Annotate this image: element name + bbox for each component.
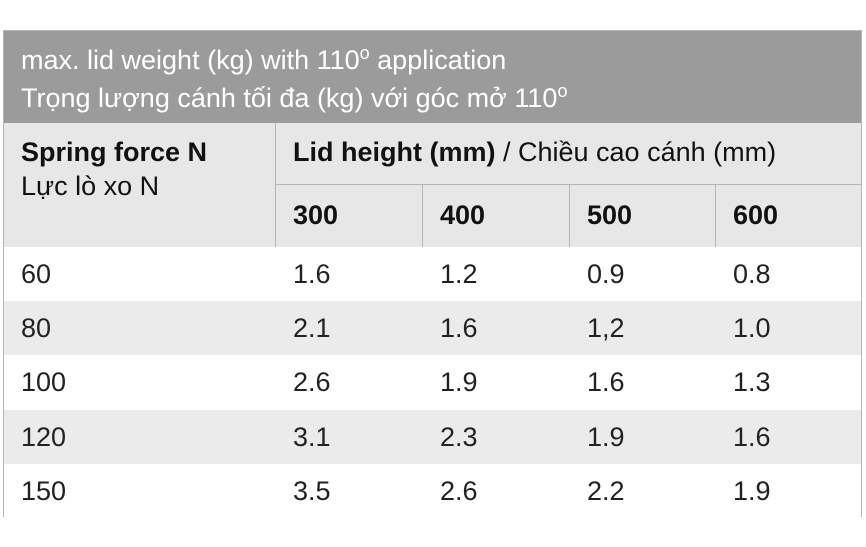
corner-header: Spring force N Lực lò xo N bbox=[4, 123, 276, 247]
table-cell: 1.3 bbox=[733, 367, 771, 398]
column-header: 600 bbox=[716, 185, 861, 247]
column-header: 500 bbox=[570, 185, 716, 247]
table-row bbox=[4, 301, 861, 356]
table-cell: 3.5 bbox=[293, 475, 331, 506]
table-cell: 120 bbox=[21, 421, 67, 452]
table-row bbox=[4, 409, 861, 464]
header-text: Lid height (mm) bbox=[293, 137, 496, 167]
table-cell: 2.1 bbox=[293, 313, 331, 344]
table-cell: 2.2 bbox=[587, 475, 625, 506]
header-text: Spring force N bbox=[21, 137, 208, 167]
table-cell: 2.6 bbox=[293, 367, 331, 398]
table-cell: 1.6 bbox=[293, 259, 331, 289]
table-cell: 2.3 bbox=[440, 421, 478, 452]
table-cell: 1.9 bbox=[587, 421, 625, 452]
table-row bbox=[4, 247, 861, 302]
table-cell: 1.6 bbox=[587, 367, 625, 398]
table-row bbox=[4, 463, 861, 518]
table-cell: 1,2 bbox=[587, 313, 625, 344]
superscript: o bbox=[557, 81, 568, 101]
table-cell: 1.6 bbox=[440, 313, 478, 344]
table-cell: 1.6 bbox=[733, 421, 771, 452]
table-cell: 1.9 bbox=[440, 367, 478, 398]
table-title: max. lid weight (kg) with 110o applicati… bbox=[4, 31, 861, 123]
table-row bbox=[4, 355, 861, 410]
header-subtext: Lực lò xo N bbox=[21, 171, 160, 201]
header-subtext: / Chiều cao cánh (mm) bbox=[495, 137, 777, 167]
title-text: max. lid weight (kg) with 110 bbox=[21, 45, 360, 75]
title-line: max. lid weight (kg) with 110o applicati… bbox=[21, 41, 861, 79]
table-cell: 100 bbox=[21, 367, 67, 398]
table-cell: 0.9 bbox=[587, 259, 625, 289]
table-cell: 0.8 bbox=[733, 259, 771, 289]
superscript: o bbox=[359, 43, 370, 63]
table-cell: 150 bbox=[21, 475, 67, 506]
title-line: Trọng lượng cánh tối đa (kg) với góc mở … bbox=[21, 79, 861, 117]
table-cell: 1.0 bbox=[733, 313, 771, 344]
table-cell: 1.9 bbox=[733, 475, 771, 506]
table-cell: 60 bbox=[21, 259, 52, 289]
table: max. lid weight (kg) with 110o applicati… bbox=[3, 30, 862, 518]
title-text: application bbox=[369, 45, 507, 75]
group-header: Lid height (mm) / Chiều cao cánh (mm) bbox=[276, 123, 861, 185]
table-cell: 3.1 bbox=[293, 421, 331, 452]
column-header: 300 bbox=[276, 185, 423, 247]
column-header: 400 bbox=[423, 185, 570, 247]
title-text: Trọng lượng cánh tối đa (kg) với góc mở … bbox=[21, 83, 558, 113]
table-cell: 80 bbox=[21, 313, 52, 344]
table-cell: 1.2 bbox=[440, 259, 478, 289]
table-cell: 2.6 bbox=[440, 475, 478, 506]
